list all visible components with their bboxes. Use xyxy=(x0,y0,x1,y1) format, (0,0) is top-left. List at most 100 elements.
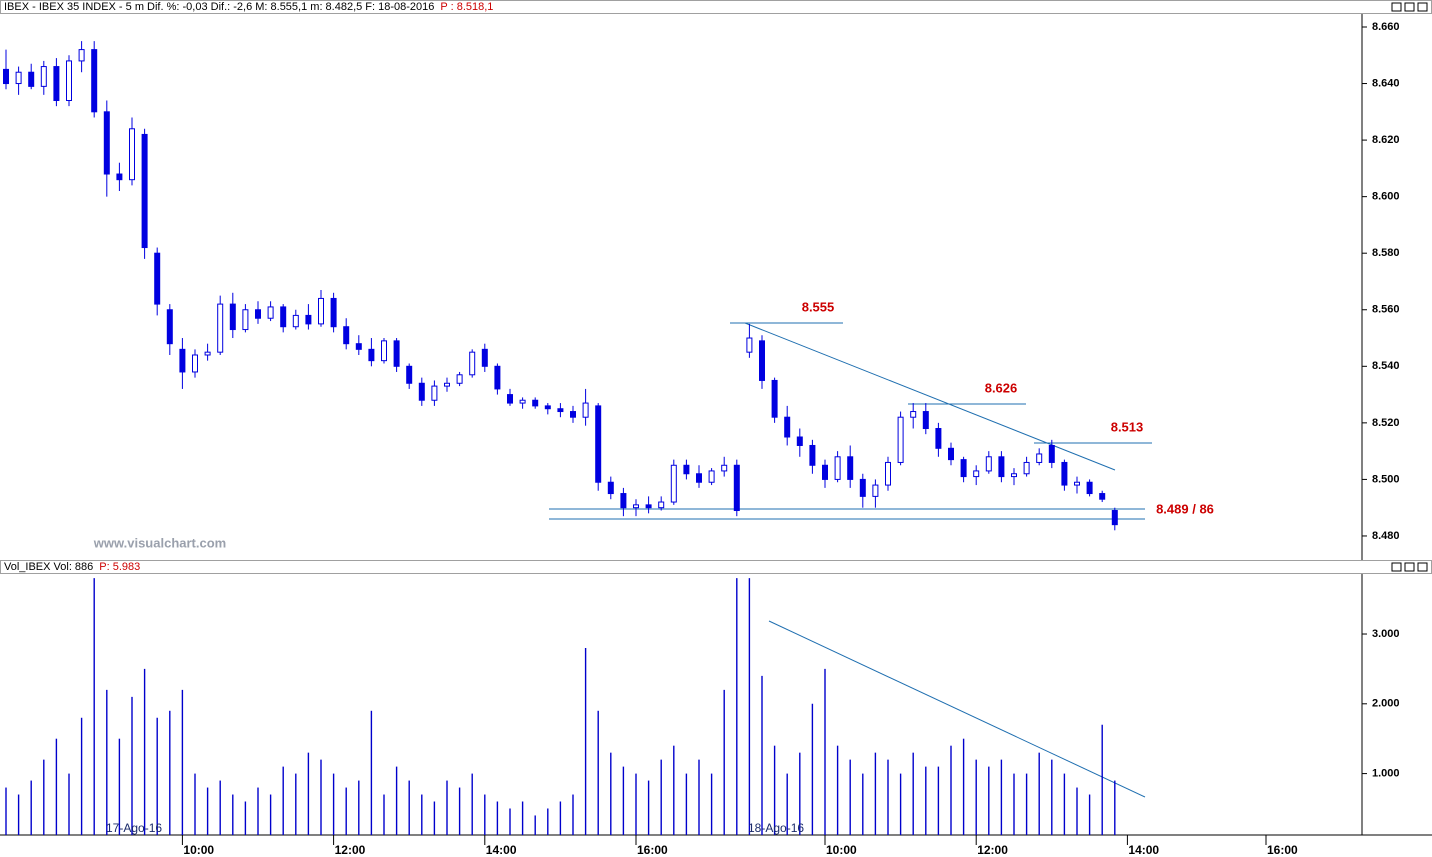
candle-body xyxy=(935,428,942,449)
candle-body xyxy=(683,464,690,475)
watermark: www.visualchart.com xyxy=(93,535,226,550)
candle-body xyxy=(658,501,665,509)
candle-body xyxy=(242,309,249,331)
candle-body xyxy=(746,337,753,353)
y-tick-label: 8.620 xyxy=(1372,134,1400,146)
candle-body xyxy=(910,411,917,418)
candle-body xyxy=(368,348,375,362)
candle-body xyxy=(532,399,539,407)
candle-body xyxy=(1048,444,1055,463)
candle-body xyxy=(469,351,476,376)
panel-price: P : 8.518,1 xyxy=(440,1,493,13)
candle-body xyxy=(267,306,274,319)
candle-body xyxy=(1111,510,1118,526)
candle-body xyxy=(418,382,425,401)
candle-body xyxy=(305,314,312,325)
candle-body xyxy=(822,464,828,480)
candle-body xyxy=(318,297,324,325)
candle-body xyxy=(255,309,261,319)
window-buttons[interactable] xyxy=(1391,2,1428,12)
candle-body xyxy=(1086,481,1093,495)
candle-body xyxy=(570,411,576,418)
y-tick-label: 8.640 xyxy=(1372,77,1400,89)
candle-body xyxy=(1023,461,1030,475)
close-button[interactable] xyxy=(1417,562,1428,572)
candle-body xyxy=(1036,453,1043,463)
candle-body xyxy=(696,473,702,483)
x-tick-label: 12:00 xyxy=(977,843,1008,857)
candle-body xyxy=(229,303,236,331)
candle-body xyxy=(1011,473,1017,478)
candle-body xyxy=(1074,481,1080,486)
candle-body xyxy=(784,416,791,438)
window-buttons[interactable] xyxy=(1391,562,1428,572)
candle-body xyxy=(406,365,413,384)
candle-body xyxy=(28,71,35,87)
candle-body xyxy=(66,60,72,102)
candle-body xyxy=(948,447,954,461)
x-tick-label: 14:00 xyxy=(1128,843,1159,857)
volume-trend-line xyxy=(768,620,1146,798)
annotation: 8.513 xyxy=(1111,419,1144,434)
panel-price: P: 5.983 xyxy=(99,561,140,573)
candle-body xyxy=(721,464,728,472)
candle-body xyxy=(280,306,287,328)
panel-title: Vol_IBEX Vol: 886 xyxy=(4,561,93,573)
annotation: 8.489 / 86 xyxy=(1156,501,1214,516)
minimize-button[interactable] xyxy=(1391,2,1402,12)
panel-title: IBEX - IBEX 35 INDEX - 5 m Dif. %: -0,03… xyxy=(4,1,434,13)
candle-body xyxy=(507,394,513,404)
candle-body xyxy=(91,49,98,113)
candle-body xyxy=(557,408,564,413)
candle-body xyxy=(922,411,929,430)
candle-body xyxy=(431,385,438,401)
minimize-button[interactable] xyxy=(1391,562,1402,572)
candle-body xyxy=(192,354,198,373)
y-tick-label: 8.560 xyxy=(1372,304,1400,316)
candle-body xyxy=(519,399,526,404)
y-tick-label: 8.500 xyxy=(1372,473,1400,485)
candle-body xyxy=(456,374,463,384)
x-tick-label: 12:00 xyxy=(335,843,366,857)
candle-body xyxy=(103,111,110,175)
day-label: 18-Ago-16 xyxy=(748,821,804,835)
candle-body xyxy=(15,71,22,85)
candle-body xyxy=(292,314,299,328)
candle-body xyxy=(973,470,980,478)
candle-body xyxy=(3,68,9,85)
candle-body xyxy=(859,478,866,497)
x-tick-label: 16:00 xyxy=(1267,843,1298,857)
panel-header xyxy=(0,560,1432,574)
annotation: 8.626 xyxy=(985,380,1018,395)
annotation: 8.555 xyxy=(802,299,835,314)
maximize-button[interactable] xyxy=(1404,562,1415,572)
close-button[interactable] xyxy=(1417,2,1428,12)
candle-body xyxy=(381,340,387,362)
x-tick-label: 10:00 xyxy=(826,843,857,857)
candle-body xyxy=(834,456,841,480)
candle-body xyxy=(633,504,639,509)
candle-body xyxy=(960,459,967,478)
x-tick-label: 14:00 xyxy=(486,843,517,857)
candle-body xyxy=(595,405,602,483)
candle-body xyxy=(141,133,148,249)
candle-body xyxy=(154,252,161,305)
candle-body xyxy=(116,173,123,181)
candle-body xyxy=(809,444,816,466)
candle-body xyxy=(355,343,362,350)
y-tick-label: 8.660 xyxy=(1372,21,1400,33)
day-label: 17-Ago-16 xyxy=(106,821,162,835)
candle-body xyxy=(759,340,765,381)
candle-body xyxy=(796,436,803,446)
x-tick-label: 16:00 xyxy=(637,843,668,857)
candle-body xyxy=(481,348,488,367)
candle-body xyxy=(217,303,224,353)
candle-body xyxy=(129,128,135,181)
candle-body xyxy=(179,348,186,373)
candle-body xyxy=(494,365,501,390)
maximize-button[interactable] xyxy=(1404,2,1415,12)
candle-body xyxy=(1061,461,1068,486)
candle-body xyxy=(53,66,60,102)
candle-body xyxy=(847,456,854,480)
